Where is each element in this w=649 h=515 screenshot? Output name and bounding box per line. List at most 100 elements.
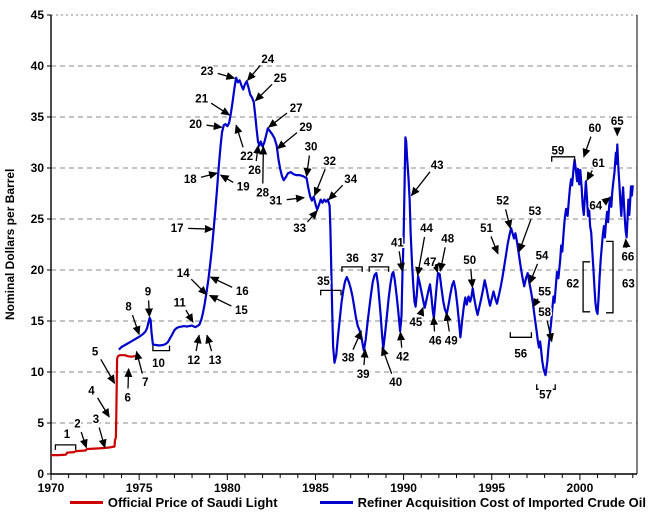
annotation-arrow: [234, 124, 244, 148]
annotation-arrow: [209, 276, 233, 288]
annotation-arrow: [134, 350, 143, 374]
event-number-label: 8: [125, 302, 132, 314]
annotation-arrow: [360, 348, 369, 366]
y-tick-label: 40: [31, 59, 45, 73]
annotation-arrow: [254, 83, 273, 102]
event-number-label: 61: [592, 158, 605, 170]
annotation-bracket: [582, 261, 591, 313]
blue-line-sample-icon: [319, 501, 353, 504]
annotation-arrow: [410, 171, 431, 197]
y-tick-label: 20: [31, 263, 45, 277]
annotation-arrow: [131, 314, 141, 336]
event-number-label: 20: [189, 119, 202, 131]
annotation-arrow: [193, 334, 202, 352]
event-number-label: 45: [410, 317, 423, 329]
legend-item-saudi-light: Official Price of Saudi Light: [69, 495, 278, 510]
annotation-arrow: [582, 136, 592, 158]
annotation-arrow: [210, 102, 231, 116]
event-number-label: 60: [589, 123, 602, 135]
y-axis-title: Nominal Dollars per Barrel: [3, 168, 17, 321]
annotation-arrow: [431, 263, 439, 273]
annotation-arrow: [430, 315, 439, 332]
event-number-label: 54: [536, 251, 549, 263]
event-number-label: 2: [74, 419, 80, 431]
event-number-label: 1: [64, 429, 71, 441]
event-number-label: 42: [396, 352, 409, 364]
event-number-label: 25: [274, 73, 287, 85]
annotation-arrow: [381, 346, 393, 375]
annotation-arrow: [601, 196, 611, 206]
annotation-arrow: [276, 132, 298, 150]
annotation-bracket: [368, 266, 390, 272]
event-number-label: 43: [431, 160, 444, 172]
event-number-label: 15: [235, 305, 248, 317]
event-number-label: 47: [424, 257, 437, 269]
event-number-label: 13: [209, 355, 222, 367]
annotation-arrow: [145, 300, 153, 318]
event-number-label: 41: [391, 238, 404, 250]
y-tick-label: 25: [31, 212, 45, 226]
annotation-bracket: [536, 384, 556, 390]
event-number-label: 9: [145, 286, 151, 298]
event-number-label: 59: [552, 146, 565, 158]
event-number-label: 31: [269, 196, 282, 208]
event-number-label: 52: [496, 196, 509, 208]
annotation-arrow: [443, 311, 452, 332]
legend-label-saudi-light: Official Price of Saudi Light: [107, 495, 278, 510]
event-number-label: 22: [240, 151, 253, 163]
event-number-label: 65: [611, 116, 624, 128]
event-number-label: 44: [420, 223, 433, 235]
event-number-label: 14: [177, 268, 190, 280]
event-number-label: 10: [152, 358, 165, 370]
gridlines: [51, 14, 637, 424]
event-number-label: 11: [174, 298, 187, 310]
event-number-label: 56: [514, 349, 527, 361]
x-tick-label: 1980: [214, 481, 241, 495]
event-number-label: 34: [344, 174, 357, 186]
y-tick-label: 30: [31, 161, 45, 175]
annotation-bracket: [509, 332, 533, 338]
event-number-label: 24: [261, 54, 274, 66]
event-number-label: 50: [463, 255, 476, 267]
x-tick-label: 1970: [38, 481, 65, 495]
event-number-label: 19: [237, 181, 250, 193]
x-tick-label: 1975: [126, 481, 153, 495]
annotation-arrow: [328, 184, 344, 201]
annotation-arrow: [528, 263, 539, 285]
x-tick-label: 2000: [567, 481, 594, 495]
event-number-label: 3: [93, 414, 99, 426]
event-number-label: 32: [323, 156, 336, 168]
event-number-label: 5: [92, 347, 99, 359]
y-tick-label: 45: [31, 8, 45, 22]
annotation-arrow: [205, 334, 214, 352]
event-number-label: 40: [389, 377, 402, 389]
event-number-label: 51: [480, 223, 493, 235]
event-number-label: 53: [529, 206, 542, 218]
annotation-bracket: [341, 266, 363, 272]
annotation-arrow: [532, 297, 541, 308]
event-number-label: 64: [589, 201, 602, 213]
annotation-bracket: [551, 156, 576, 162]
annotation-arrow: [124, 367, 133, 389]
x-tick-label: 1985: [302, 481, 329, 495]
annotation-arrow: [490, 236, 499, 255]
annotation-arrow: [303, 155, 312, 178]
event-number-label: 7: [142, 377, 148, 389]
annotation-arrow: [416, 306, 425, 317]
event-number-label: 26: [248, 165, 261, 177]
annotation-arrow: [188, 224, 214, 233]
event-number-label: 6: [124, 393, 130, 405]
annotation-arrow: [313, 168, 326, 197]
annotation-arrow: [97, 397, 110, 418]
event-number-label: 62: [566, 278, 579, 290]
event-number-label: 46: [429, 335, 442, 347]
annotation-arrow: [504, 209, 513, 230]
event-number-label: 38: [342, 353, 355, 365]
red-line-sample-icon: [69, 501, 103, 504]
annotation-arrow: [185, 309, 194, 323]
annotation-arrow: [253, 144, 262, 162]
annotation-arrow: [80, 431, 88, 449]
